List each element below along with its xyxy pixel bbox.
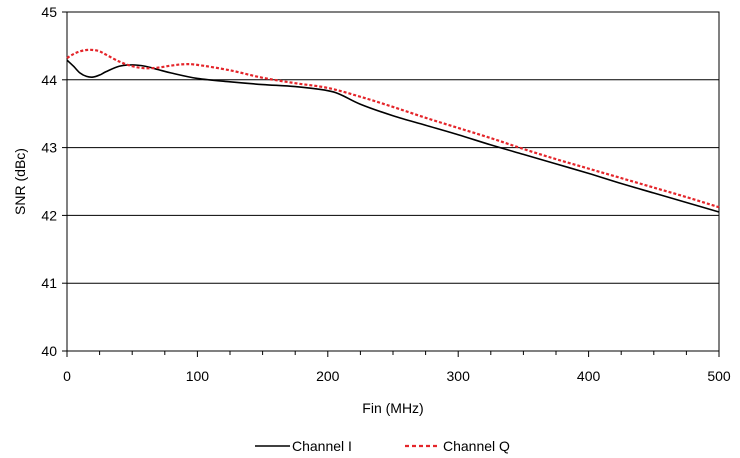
y-tick-label-45: 45	[41, 4, 57, 20]
y-axis-tick-labels: 40 41 42 43 44 45	[41, 4, 57, 359]
x-tick-label-400: 400	[577, 368, 601, 384]
y-tick-label-43: 43	[41, 140, 57, 156]
legend-label-channel-i: Channel I	[292, 438, 352, 454]
series-line-channel-q	[66, 48, 720, 209]
axis-ticks	[62, 11, 720, 357]
data-series	[66, 48, 720, 213]
y-tick-label-42: 42	[41, 207, 57, 223]
x-tick-label-100: 100	[186, 368, 210, 384]
gridlines	[67, 79, 719, 284]
series-line-channel-i	[66, 59, 720, 213]
legend-item-channel-q: Channel Q	[405, 438, 510, 454]
legend-label-channel-q: Channel Q	[443, 438, 510, 454]
y-axis-title: SNR (dBc)	[12, 148, 28, 215]
y-tick-label-41: 41	[41, 275, 57, 291]
plot-area-frame	[66, 11, 720, 352]
legend: Channel I Channel Q	[255, 438, 510, 454]
x-tick-label-200: 200	[316, 368, 340, 384]
x-tick-label-0: 0	[63, 368, 71, 384]
x-tick-label-500: 500	[707, 368, 731, 384]
y-tick-label-40: 40	[41, 343, 57, 359]
x-tick-label-300: 300	[447, 368, 471, 384]
x-axis-tick-labels: 0 100 200 300 400 500	[63, 368, 731, 384]
y-tick-label-44: 44	[41, 72, 57, 88]
legend-item-channel-i: Channel I	[255, 438, 352, 454]
x-axis-title: Fin (MHz)	[362, 400, 423, 416]
